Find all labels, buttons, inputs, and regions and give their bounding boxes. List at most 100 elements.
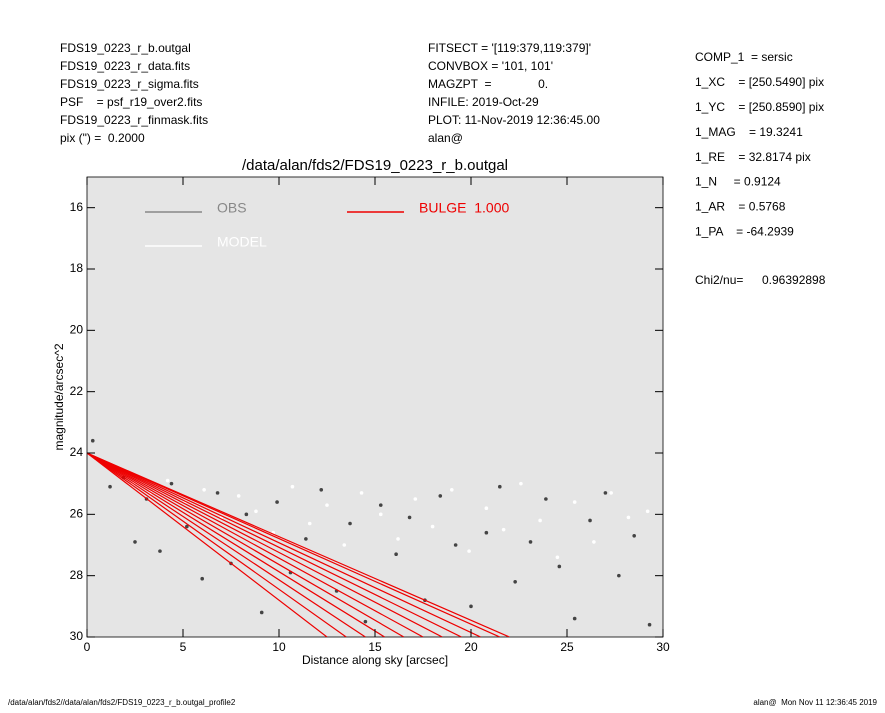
header-left-line: FDS19_0223_r_sigma.fits: [60, 77, 199, 91]
plot-marks: [87, 438, 652, 637]
x-tick-label: 10: [272, 640, 286, 654]
data-point: [528, 540, 533, 544]
data-point: [609, 491, 613, 495]
data-point: [307, 521, 312, 526]
data-point: [396, 537, 400, 541]
y-tick-label: 26: [70, 507, 84, 521]
data-point: [603, 491, 608, 495]
header-middle-line: alan@: [428, 131, 463, 145]
data-point: [572, 616, 577, 621]
header-middle-line: MAGZPT = 0.: [428, 77, 548, 91]
data-point: [244, 512, 249, 517]
header-middle-line: CONVBOX = '101, 101': [428, 59, 553, 73]
header-right-line: 1_AR = 0.5768: [695, 200, 786, 214]
data-point: [275, 500, 279, 504]
data-point: [544, 497, 548, 501]
data-point: [304, 537, 308, 541]
data-point: [342, 543, 347, 547]
data-point: [378, 503, 383, 507]
data-point: [108, 484, 112, 489]
data-point: [254, 509, 258, 514]
data-point: [290, 484, 295, 489]
data-point: [632, 534, 636, 538]
y-tick-label: 30: [70, 629, 84, 643]
data-point: [185, 524, 189, 529]
data-point: [453, 543, 458, 547]
bulge-line: [87, 452, 385, 637]
header-right-line: 1_N = 0.9124: [695, 175, 781, 189]
data-point: [484, 506, 489, 511]
plot-area: [86, 176, 664, 638]
data-point: [626, 515, 631, 520]
header-left-line: PSF = psf_r19_over2.fits: [60, 95, 202, 109]
footer-right: alan@ Mon Nov 11 12:36:45 2019: [753, 698, 877, 707]
x-tick-label: 30: [656, 640, 670, 654]
header-right-line: 1_RE = 32.8174 pix: [695, 150, 811, 164]
y-tick-label: 22: [70, 384, 84, 398]
data-point: [588, 518, 592, 523]
data-point: [215, 491, 220, 495]
header-middle-line: INFILE: 2019-Oct-29: [428, 95, 539, 109]
data-point: [617, 573, 621, 578]
legend-label: BULGE 1.000: [419, 200, 509, 216]
data-point: [430, 524, 435, 529]
header-right-line: 1_YC = [250.8590] pix: [695, 100, 824, 114]
chart-title: /data/alan/fds2/FDS19_0223_r_b.outgal: [242, 157, 508, 174]
data-point: [501, 527, 506, 532]
data-point: [645, 509, 650, 514]
data-point: [319, 488, 324, 492]
bulge-line: [87, 452, 462, 637]
data-point: [202, 488, 206, 492]
y-axis-label: magnitude/arcsec^2: [52, 343, 66, 450]
data-point: [158, 549, 162, 553]
legend-label: OBS: [217, 200, 247, 216]
data-point: [165, 478, 170, 483]
y-tick-label: 16: [70, 200, 84, 214]
data-point: [450, 488, 454, 492]
chi2-label: Chi2/nu=: [695, 273, 743, 287]
data-point: [555, 555, 560, 560]
bulge-line: [87, 452, 424, 637]
bulge-line: [87, 452, 481, 637]
data-point: [394, 552, 398, 556]
y-tick-label: 20: [70, 323, 84, 337]
data-point: [469, 604, 473, 609]
data-point: [236, 494, 241, 498]
data-point: [200, 576, 204, 581]
data-point: [169, 481, 174, 486]
data-point: [647, 622, 652, 627]
header-right-line: COMP_1 = sersic: [695, 50, 793, 64]
legend-label: MODEL: [217, 234, 267, 250]
chi2-value: 0.96392898: [762, 273, 826, 287]
data-point: [133, 540, 137, 544]
x-tick-label: 15: [368, 640, 382, 654]
data-point: [413, 497, 418, 501]
data-point: [592, 540, 596, 544]
data-point: [363, 619, 368, 624]
data-point: [325, 503, 329, 507]
x-axis-label: Distance along sky [arcsec]: [302, 653, 448, 667]
y-tick-label: 18: [70, 261, 84, 275]
header-left-line: FDS19_0223_r_b.outgal: [60, 41, 191, 55]
x-tick-label: 5: [180, 640, 187, 654]
bulge-line: [87, 452, 443, 637]
data-point: [348, 521, 352, 526]
data-point: [90, 438, 95, 443]
data-point: [407, 515, 412, 520]
header-middle-line: PLOT: 11-Nov-2019 12:36:45.00: [428, 113, 600, 127]
data-point: [572, 500, 577, 504]
data-point: [513, 580, 517, 584]
bulge-line: [87, 452, 347, 637]
header-left-line: FDS19_0223_r_finmask.fits: [60, 113, 208, 127]
data-point: [259, 610, 264, 615]
data-point: [498, 484, 502, 489]
bulge-line: [87, 452, 328, 637]
x-tick-label: 25: [560, 640, 574, 654]
y-tick-label: 24: [70, 445, 84, 459]
data-point: [557, 564, 562, 569]
header-right-line: 1_XC = [250.5490] pix: [695, 75, 824, 89]
x-tick-label: 20: [464, 640, 478, 654]
x-tick-label: 0: [84, 640, 91, 654]
data-point: [438, 494, 443, 498]
